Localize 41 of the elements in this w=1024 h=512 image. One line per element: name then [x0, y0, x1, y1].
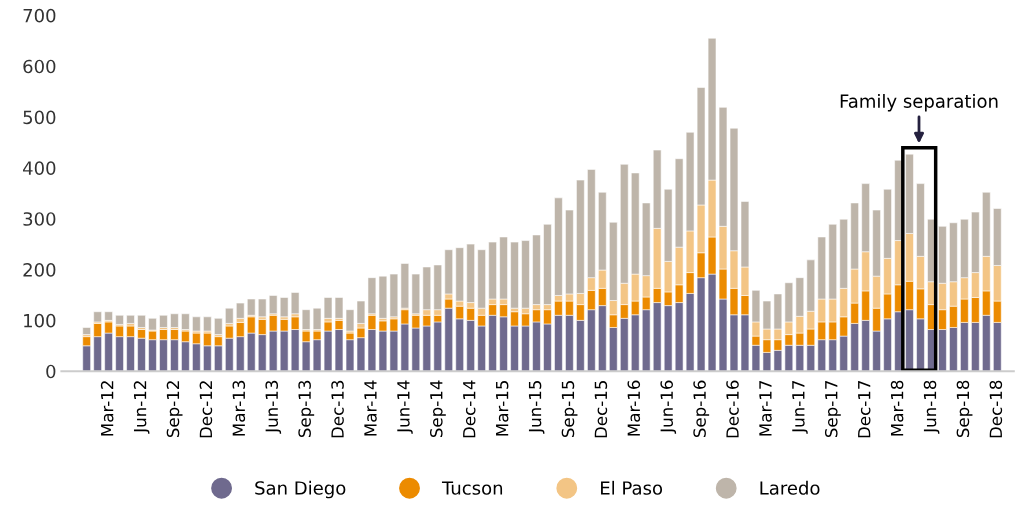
x-tick-label: Sep-13: [298, 380, 315, 438]
legend-label: El Paso: [601, 480, 663, 495]
x-tick-label: Dec-17: [858, 380, 871, 438]
x-tick-label: Dec-12: [199, 381, 213, 438]
x-tick-label: Mar-15: [496, 380, 509, 436]
x-tick-label: Jun-12: [133, 381, 150, 434]
x-tick-label: Mar-12: [100, 381, 114, 436]
y-tick-label: 300: [23, 212, 56, 226]
x-tick-label: Mar-17: [759, 380, 772, 436]
x-tick-label: Sep-12: [166, 381, 183, 438]
y-tick-label: 100: [24, 313, 56, 328]
x-tick-label: Dec-16: [726, 380, 739, 438]
y-tick-label: 500: [23, 110, 56, 125]
x-tick-label: Sep-17: [824, 380, 841, 438]
x-tick-label: Jun-13: [265, 380, 282, 434]
x-tick-label: Jun-14: [397, 380, 413, 434]
x-tick-label: Jun-18: [923, 380, 940, 434]
y-tick-label: 400: [23, 161, 56, 175]
x-tick-label: Dec-13: [331, 380, 344, 438]
annotation: Family separation: [840, 93, 998, 112]
x-tick-label: Sep-18: [956, 380, 973, 438]
x-tick-label: Jun-17: [792, 380, 808, 434]
x-tick-label: Dec-15: [594, 380, 608, 438]
x-tick-label: Sep-16: [693, 380, 710, 438]
y-tick-label: 700: [23, 8, 56, 23]
x-tick-label: Jun-15: [528, 380, 545, 434]
y-tick-label: 600: [23, 59, 56, 74]
legend-label: Tucson: [441, 481, 503, 495]
x-tick-label: Jun-16: [660, 380, 677, 434]
legend-label: Laredo: [760, 480, 820, 495]
y-tick-label: 200: [23, 262, 56, 277]
x-tick-label: Sep-14: [429, 380, 446, 438]
x-tick-label: Sep-15: [561, 380, 578, 438]
x-tick-label: Dec-14: [463, 380, 476, 438]
x-tick-label: Mar-14: [364, 380, 377, 436]
x-tick-label: Mar-18: [890, 380, 904, 436]
x-tick-label: Mar-16: [627, 380, 641, 436]
y-tick-label: 0: [46, 364, 56, 379]
x-tick-label: Mar-13: [232, 380, 246, 436]
legend-label: San Diego: [255, 480, 346, 499]
x-tick-label: Dec-18: [989, 380, 1003, 438]
